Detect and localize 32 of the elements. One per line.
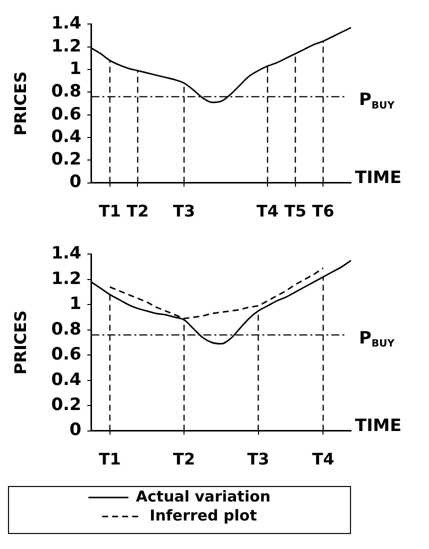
x-tick-label: T1 xyxy=(98,202,121,221)
y-axis-title: PRICES xyxy=(10,310,30,375)
y-tick-label: 1 xyxy=(69,294,82,314)
y-tick-label: 0.6 xyxy=(51,104,82,124)
y-tick-label: 1.2 xyxy=(51,268,82,289)
x-tick-label: T6 xyxy=(312,202,334,221)
y-tick-label: 1 xyxy=(69,58,82,79)
y-tick-label: 0.8 xyxy=(51,319,82,340)
y-tick-label: 1.2 xyxy=(51,36,82,56)
y-tick-label: 1.4 xyxy=(51,14,82,34)
y-tick-label: 0.2 xyxy=(51,150,82,170)
x-tick-label: T2 xyxy=(126,202,149,221)
y-tick-label: 0.8 xyxy=(51,82,82,102)
x-tick-label: T4 xyxy=(256,202,279,221)
legend-label: Inferred plot xyxy=(150,506,257,524)
x-tick-label: T2 xyxy=(173,450,196,469)
y-tick-label: 0.4 xyxy=(51,126,82,147)
x-tick-label: T5 xyxy=(284,202,306,221)
x-tick-label: T4 xyxy=(312,450,334,469)
legend-label: Actual variation xyxy=(136,487,271,506)
y-tick-label: 0.6 xyxy=(51,344,82,365)
y-tick-label: 0.4 xyxy=(51,370,82,390)
y-tick-label: 0 xyxy=(69,420,82,440)
x-tick-label: T3 xyxy=(173,202,196,221)
x-axis-title: TIME xyxy=(355,168,402,188)
y-axis-title: PRICES xyxy=(10,71,30,136)
x-axis-title: TIME xyxy=(355,416,402,436)
y-tick-label: 1.4 xyxy=(51,244,82,264)
x-tick-label: T1 xyxy=(98,450,121,469)
y-tick-label: 0.2 xyxy=(51,394,82,415)
x-tick-label: T3 xyxy=(247,450,270,469)
y-tick-label: 0 xyxy=(69,172,82,192)
